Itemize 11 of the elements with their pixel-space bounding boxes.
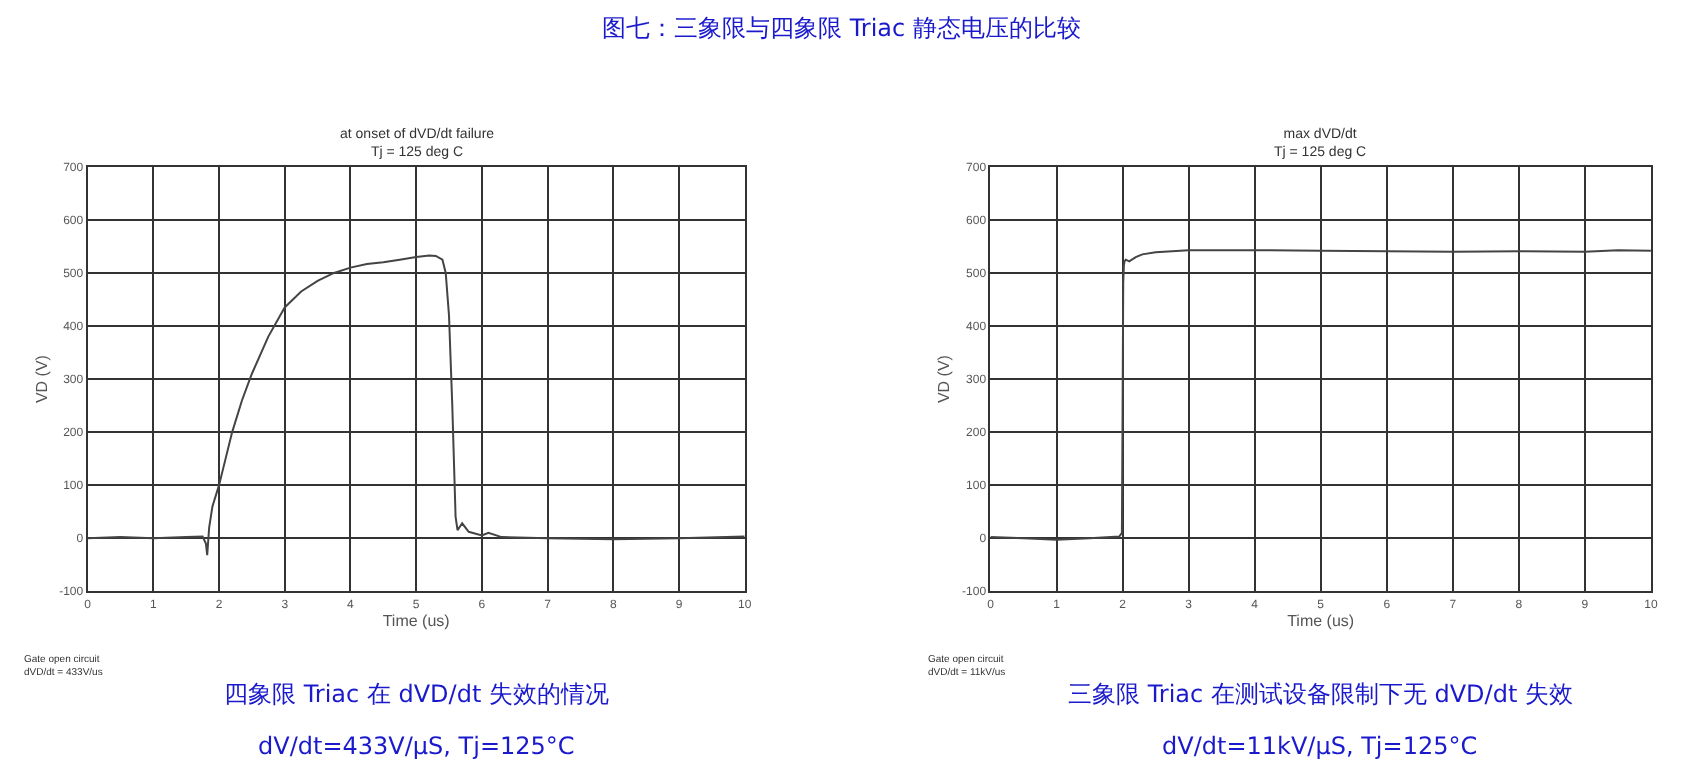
y-axis-title: VD (V) — [32, 354, 51, 404]
x-axis-title: Time (us) — [382, 611, 451, 630]
text: dV/dt=433V/μS, Tj=125°C — [258, 732, 575, 760]
text: 四象限 Triac 在 dVD/dt 失效的情况 — [224, 680, 609, 708]
text: 图七：三象限与四象限 Triac 静态电压的比较 — [602, 14, 1081, 42]
x-axis-title: Time (us) — [1287, 611, 1355, 630]
text: dV/dt=11kV/μS, Tj=125°C — [1162, 732, 1478, 760]
line-series — [87, 254, 745, 557]
y-axis-title: VD (V) — [935, 354, 954, 404]
line-series — [990, 249, 1651, 541]
text: 三象限 Triac 在测试设备限制下无 dVD/dt 失效 — [1068, 680, 1573, 708]
